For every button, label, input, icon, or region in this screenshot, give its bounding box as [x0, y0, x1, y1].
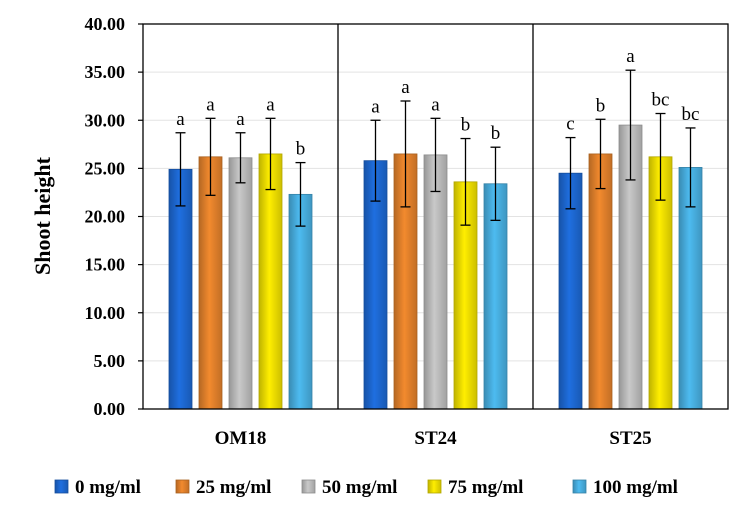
significance-letter: a: [401, 77, 410, 98]
category-labels: OM18 ST24 ST25: [215, 428, 652, 449]
category-label: ST24: [414, 428, 457, 449]
bar-om18-4: [258, 153, 283, 410]
legend-label: 50 mg/ml: [322, 477, 397, 498]
category-label: OM18: [215, 428, 267, 449]
y-tick-label: 5.00: [94, 351, 126, 371]
legend-label: 0 mg/ml: [75, 477, 141, 498]
legend-swatch: [54, 479, 69, 494]
significance-letter: a: [266, 94, 275, 115]
legend-label: 75 mg/ml: [448, 477, 523, 498]
significance-letter: b: [296, 139, 306, 160]
y-tick-label: 10.00: [85, 303, 126, 323]
y-tick-label: 30.00: [85, 110, 126, 130]
legend-label: 100 mg/ml: [593, 477, 678, 498]
legend-swatch: [572, 479, 587, 494]
y-tick-label: 40.00: [85, 14, 126, 34]
significance-letter: a: [236, 109, 245, 130]
bar-om18-3: [228, 157, 253, 410]
significance-letter: a: [206, 94, 215, 115]
significance-letter: a: [431, 94, 440, 115]
error-bars: [175, 69, 696, 227]
bar-st24-3: [423, 154, 448, 410]
significance-letter: bc: [652, 90, 670, 111]
significance-letter: bc: [682, 104, 700, 125]
y-axis-label: Shoot height: [30, 156, 55, 275]
significance-letter: a: [626, 46, 635, 67]
bar-st25-2: [588, 153, 613, 410]
significance-letter: c: [566, 114, 574, 135]
y-tick-label: 25.00: [85, 158, 126, 178]
legend-label: 25 mg/ml: [196, 477, 271, 498]
y-tick-labels: 0.00 5.00 10.00 15.00 20.00 25.00 30.00 35.00 40…: [85, 14, 126, 419]
y-tick-label: 35.00: [85, 62, 126, 82]
significance-letter: a: [371, 96, 380, 117]
significance-letter: b: [596, 95, 606, 116]
significance-letter: a: [176, 109, 185, 130]
y-tick-label: 0.00: [94, 399, 126, 419]
y-tick-label: 20.00: [85, 207, 126, 227]
legend: 0 mg/ml 25 mg/ml 50 mg/ml 75 mg/ml 100 mg/ml: [54, 477, 678, 498]
legend-swatch: [175, 479, 190, 494]
plot-frame: [138, 23, 729, 410]
significance-letter: b: [491, 123, 501, 144]
legend-swatch: [427, 479, 442, 494]
category-label: ST25: [609, 428, 651, 449]
legend-swatch: [301, 479, 316, 494]
significance-letter: b: [461, 115, 471, 136]
y-tick-label: 15.00: [85, 255, 126, 275]
